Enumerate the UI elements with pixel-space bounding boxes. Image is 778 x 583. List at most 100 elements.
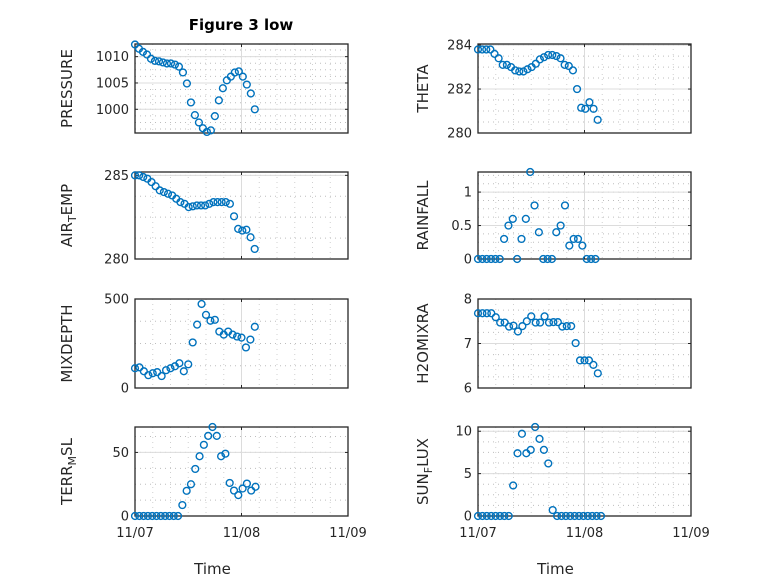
data-point xyxy=(234,491,243,500)
data-point xyxy=(195,452,204,461)
data-point xyxy=(197,299,206,309)
data-point xyxy=(552,511,562,521)
data-point xyxy=(535,434,544,443)
data-point xyxy=(178,500,187,510)
x-tick-label: 11/08 xyxy=(566,526,603,541)
x-tick-label: 11/07 xyxy=(116,526,153,541)
data-point xyxy=(517,429,527,438)
data-point xyxy=(246,233,255,242)
data-point xyxy=(544,459,553,468)
x-tick-label: 11/09 xyxy=(329,526,366,541)
data-point xyxy=(229,212,239,221)
data-point xyxy=(536,318,545,327)
data-point xyxy=(196,201,206,210)
data-point xyxy=(139,172,148,182)
data-point xyxy=(247,486,256,495)
data-point xyxy=(539,445,548,454)
data-point xyxy=(206,316,215,325)
y-axis-label: THETA xyxy=(414,64,432,114)
subplot-rainfall: 0 0.5 1 RAINFALL xyxy=(414,167,692,268)
data-point xyxy=(504,322,514,331)
y-tick-label: 282 xyxy=(447,83,472,98)
x-tick-label: 11/07 xyxy=(459,526,496,541)
y-tick-label: 0 xyxy=(121,382,129,397)
data-point xyxy=(544,318,554,327)
data-point xyxy=(238,484,247,493)
data-point xyxy=(212,431,221,441)
y-axis-label: H2OMIXRA xyxy=(414,303,432,384)
data-point xyxy=(143,511,153,521)
data-point xyxy=(161,366,171,375)
data-point xyxy=(159,187,168,197)
y-tick-label: 10 xyxy=(455,425,472,440)
y-axis-label: RAINFALL xyxy=(414,180,432,251)
data-point xyxy=(569,234,578,244)
data-point xyxy=(234,67,243,76)
data-point xyxy=(534,228,543,237)
data-point xyxy=(523,65,532,74)
data-point xyxy=(593,115,602,124)
data-point xyxy=(217,198,226,207)
label-part: LUX xyxy=(414,438,432,467)
subplot-sun-flux: 0 5 10 11/07 11/08 11/09 SUNFLUX Time xyxy=(414,422,710,578)
data-point xyxy=(230,68,239,77)
data-point xyxy=(242,225,251,234)
x-tick-label: 11/09 xyxy=(672,526,709,541)
data-point xyxy=(577,103,586,112)
y-tick-label: 0.5 xyxy=(451,219,472,234)
data-point xyxy=(158,58,168,67)
label-part: EMP xyxy=(58,184,76,215)
label-part: AIR xyxy=(58,222,76,247)
data-point xyxy=(586,254,596,264)
data-point xyxy=(250,105,259,114)
data-point xyxy=(560,60,569,69)
subplot-pressure: 1000 1005 1010 PRESSURE xyxy=(58,40,349,137)
data-point xyxy=(154,57,164,66)
data-point xyxy=(147,177,156,187)
data-point xyxy=(242,479,252,488)
data-point xyxy=(155,186,164,195)
y-tick-label: 1000 xyxy=(96,103,129,118)
label-subscript: M xyxy=(66,456,79,466)
data-point xyxy=(596,511,606,521)
data-point xyxy=(509,481,518,490)
data-point xyxy=(518,322,527,331)
data-point xyxy=(521,214,530,223)
data-point xyxy=(186,480,196,489)
subplot-terr-msl: 0 50 11/07 11/08 11/09 TERRMSL Time xyxy=(58,422,367,578)
subplot-h2omixra: 6 7 8 H2OMIXRA xyxy=(414,293,692,397)
data-point xyxy=(556,221,565,230)
data-point xyxy=(135,363,144,372)
data-point xyxy=(241,343,251,352)
data-point xyxy=(495,511,505,521)
y-tick-label: 285 xyxy=(104,169,129,184)
data-point xyxy=(246,335,255,344)
data-point xyxy=(589,360,598,369)
data-point xyxy=(163,189,173,198)
data-point xyxy=(548,50,557,60)
subplot-theta: 280 282 284 THETA xyxy=(414,39,692,142)
data-point xyxy=(585,98,594,107)
data-point xyxy=(491,511,500,521)
data-point xyxy=(593,369,602,378)
data-point xyxy=(210,112,219,121)
data-point xyxy=(184,360,193,369)
label-part: SUN xyxy=(414,473,432,505)
data-point xyxy=(238,226,247,235)
data-point xyxy=(573,234,583,244)
data-point xyxy=(135,171,144,180)
subplot-air-temp: 280 285 AIRTEMP xyxy=(58,169,349,268)
data-point xyxy=(148,511,157,521)
data-point xyxy=(581,104,590,113)
y-tick-label: 6 xyxy=(464,382,472,397)
data-point xyxy=(246,89,255,98)
data-point xyxy=(178,68,188,77)
data-point xyxy=(494,54,503,63)
data-point xyxy=(578,241,587,250)
data-point xyxy=(580,356,589,365)
data-point xyxy=(486,45,495,54)
data-point xyxy=(560,201,570,210)
data-point xyxy=(513,327,523,336)
data-point xyxy=(225,199,235,208)
data-point xyxy=(527,312,536,321)
